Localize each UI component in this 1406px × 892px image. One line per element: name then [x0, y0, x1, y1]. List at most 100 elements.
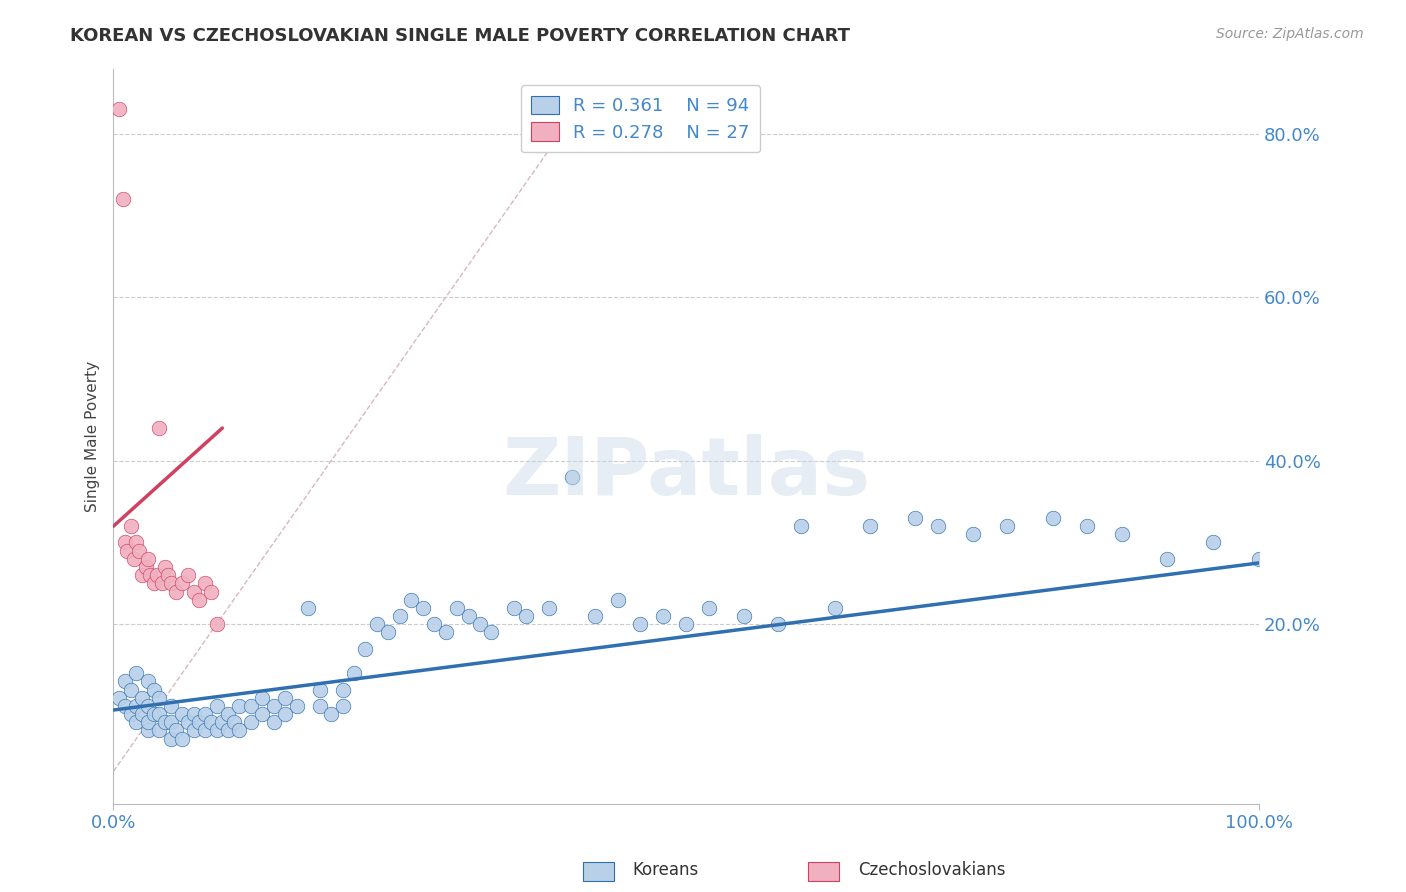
Point: [446, 600, 468, 615]
Point: [131, 568, 153, 582]
Point: [159, 698, 181, 713]
Point: [142, 682, 165, 697]
Point: [128, 543, 150, 558]
Point: [354, 641, 377, 656]
Point: [239, 715, 262, 730]
Point: [274, 707, 297, 722]
Text: Source: ZipAtlas.com: Source: ZipAtlas.com: [1216, 27, 1364, 41]
Point: [824, 600, 846, 615]
Point: [131, 707, 153, 722]
Point: [122, 551, 145, 566]
Point: [733, 609, 755, 624]
Point: [194, 707, 217, 722]
Point: [125, 666, 148, 681]
Point: [159, 731, 181, 746]
Point: [194, 723, 217, 738]
Point: [139, 568, 162, 582]
Point: [136, 698, 159, 713]
Point: [142, 707, 165, 722]
Point: [388, 609, 411, 624]
Point: [697, 600, 720, 615]
Point: [200, 715, 222, 730]
Point: [120, 682, 142, 697]
Point: [222, 715, 245, 730]
Point: [136, 723, 159, 738]
Point: [217, 707, 239, 722]
Point: [183, 707, 205, 722]
Point: [194, 576, 217, 591]
Point: [148, 421, 170, 435]
Point: [308, 682, 330, 697]
Point: [157, 568, 180, 582]
Point: [120, 707, 142, 722]
Point: [308, 698, 330, 713]
Point: [332, 698, 354, 713]
Point: [332, 682, 354, 697]
Point: [120, 519, 142, 533]
Point: [321, 707, 343, 722]
Point: [108, 103, 131, 117]
Point: [172, 576, 194, 591]
Point: [108, 690, 131, 705]
Point: [366, 617, 388, 632]
Point: [205, 723, 228, 738]
Point: [377, 625, 399, 640]
Point: [401, 592, 423, 607]
Point: [1247, 551, 1270, 566]
Point: [200, 584, 222, 599]
Point: [142, 576, 165, 591]
Point: [183, 723, 205, 738]
Y-axis label: Single Male Poverty: Single Male Poverty: [86, 360, 100, 512]
Point: [159, 576, 181, 591]
Point: [114, 698, 136, 713]
Point: [205, 698, 228, 713]
Point: [153, 715, 176, 730]
Point: [297, 600, 319, 615]
Point: [263, 715, 285, 730]
Point: [177, 715, 200, 730]
Point: [217, 723, 239, 738]
Point: [150, 576, 173, 591]
Point: [159, 715, 181, 730]
Point: [172, 707, 194, 722]
Point: [148, 690, 170, 705]
Point: [962, 527, 984, 541]
Point: [766, 617, 789, 632]
Point: [274, 690, 297, 705]
Point: [188, 715, 211, 730]
Point: [481, 625, 503, 640]
Point: [515, 609, 537, 624]
Point: [457, 609, 479, 624]
Point: [166, 723, 188, 738]
Point: [468, 617, 491, 632]
Point: [1076, 519, 1098, 533]
Point: [114, 674, 136, 689]
Point: [135, 560, 157, 574]
Point: [114, 535, 136, 549]
Point: [675, 617, 697, 632]
Point: [136, 551, 159, 566]
Point: [177, 568, 200, 582]
Point: [131, 690, 153, 705]
Point: [412, 600, 434, 615]
Point: [136, 674, 159, 689]
Point: [115, 543, 138, 558]
Point: [927, 519, 949, 533]
Point: [111, 192, 134, 206]
Point: [652, 609, 675, 624]
Point: [858, 519, 880, 533]
Point: [183, 584, 205, 599]
Point: [148, 723, 170, 738]
Point: [239, 698, 262, 713]
Point: [146, 568, 169, 582]
Point: [537, 600, 560, 615]
Point: [228, 723, 250, 738]
Point: [263, 698, 285, 713]
Point: [790, 519, 813, 533]
Point: [1202, 535, 1225, 549]
Point: [211, 715, 233, 730]
Legend: R = 0.361    N = 94, R = 0.278    N = 27: R = 0.361 N = 94, R = 0.278 N = 27: [520, 85, 761, 153]
Point: [904, 511, 927, 525]
Point: [583, 609, 606, 624]
Point: [343, 666, 366, 681]
